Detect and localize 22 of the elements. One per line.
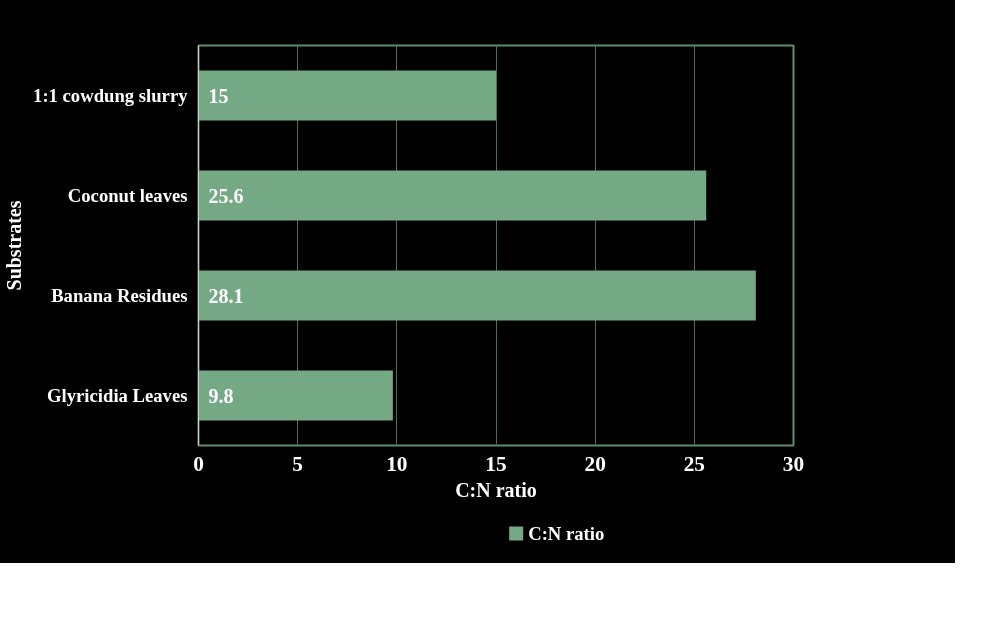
bar <box>198 70 496 121</box>
y-tick-label: Banana Residues <box>51 285 188 306</box>
x-tick-label: 10 <box>386 451 408 476</box>
y-axis-title: Substrates <box>3 200 26 291</box>
x-tick-label: 25 <box>683 451 705 476</box>
data-label: 28.1 <box>208 284 244 307</box>
data-label: 25.6 <box>208 184 244 207</box>
bar <box>198 370 393 421</box>
x-tick-label: 5 <box>292 451 304 476</box>
x-tick-label: 20 <box>584 451 606 476</box>
x-tick-label: 0 <box>193 451 204 476</box>
x-tick-label: 15 <box>485 451 507 476</box>
y-tick-label: Glyricidia Leaves <box>47 385 188 406</box>
bar <box>198 270 756 321</box>
y-tick-label: 1:1 cowdung slurry <box>33 85 189 106</box>
y-tick-label: Coconut leaves <box>67 185 188 206</box>
x-axis-title: C:N ratio <box>455 478 537 501</box>
legend-label: C:N ratio <box>528 523 605 544</box>
data-label: 15 <box>208 84 229 107</box>
bar <box>198 170 707 221</box>
data-label: 9.8 <box>208 384 234 407</box>
x-tick-label: 30 <box>782 451 805 476</box>
